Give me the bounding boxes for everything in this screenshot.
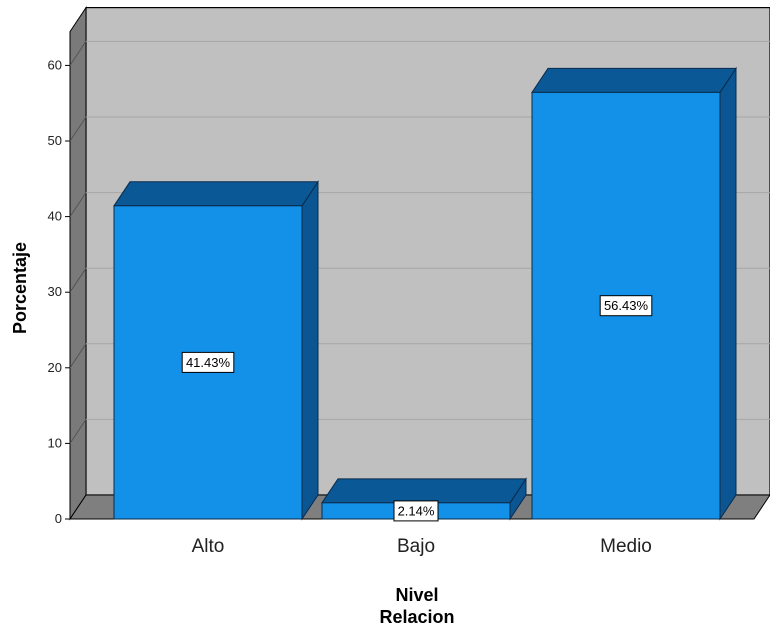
data-label-box (181, 351, 235, 373)
y-tick-label: 0 (55, 511, 62, 526)
side-wall (69, 5, 87, 521)
x-axis-title-line-1: Nivel (395, 585, 438, 605)
data-label: 56.43% (604, 298, 649, 313)
bar-medio: 56.43% (531, 66, 737, 521)
x-axis-title-line-2: Relacion (379, 607, 454, 627)
bar-top (321, 478, 527, 504)
y-tick-label: 30 (48, 284, 62, 299)
data-label-box (599, 295, 653, 317)
x-axis-categories: Alto Bajo Medio (192, 536, 652, 557)
y-tick-label: 10 (48, 435, 62, 450)
gridline-depth (69, 192, 87, 217)
x-tick-label: Bajo (397, 536, 435, 557)
bar-top (113, 181, 319, 207)
bar-side (719, 66, 737, 521)
y-tick-label: 50 (48, 133, 62, 148)
data-label: 2.14% (398, 503, 435, 518)
y-tick-label: 20 (48, 360, 62, 375)
bars: 41.43% 2.14% 56.43% (113, 66, 737, 522)
gridline-depth (69, 419, 87, 444)
gridline-depth (69, 116, 87, 142)
bar-bajo: 2.14% (321, 477, 527, 522)
y-tick-label: 60 (48, 57, 62, 72)
y-tick-label: 40 (48, 209, 62, 224)
y-axis-ticks: 0 10 20 30 40 50 60 (48, 57, 70, 526)
gridline-depth (69, 343, 87, 369)
gridline-depth (69, 267, 87, 293)
y-axis-title: Porcentaje (10, 242, 30, 334)
bar-side (301, 180, 319, 521)
x-tick-label: Alto (192, 536, 225, 557)
bar-top (531, 67, 737, 93)
bar-alto: 41.43% (113, 180, 319, 521)
x-tick-label: Medio (600, 536, 652, 557)
data-label: 41.43% (186, 355, 231, 370)
gridline-depth (69, 41, 87, 66)
data-label-box (393, 500, 439, 522)
